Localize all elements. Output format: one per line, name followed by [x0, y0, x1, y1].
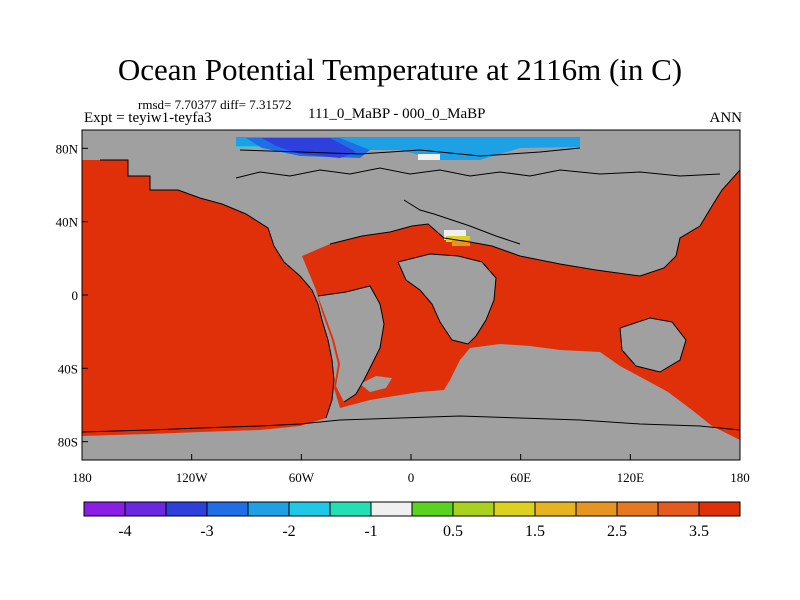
colorbar-swatch — [657, 501, 700, 517]
colorbar-swatch — [534, 501, 577, 517]
x-tick-label: 120E — [617, 470, 645, 485]
mediterranean-orange — [452, 240, 470, 246]
x-tick-label: 180 — [72, 470, 92, 485]
land-africa — [398, 254, 496, 344]
colorbar-label: -1 — [364, 523, 377, 540]
colorbar-swatch — [124, 501, 167, 517]
colorbar-swatch — [247, 501, 290, 517]
colorbar-label: 2.5 — [607, 523, 627, 540]
y-tick-label: 0 — [72, 288, 79, 303]
colorbar-swatch — [493, 501, 536, 517]
colorbar-label: -4 — [118, 523, 131, 540]
arctic-white-spot — [418, 154, 440, 160]
x-tick-label: 60E — [510, 470, 531, 485]
y-axis-ticks: 80N 40N 0 40S 80S — [56, 141, 88, 450]
colorbar-swatch — [83, 501, 126, 517]
season-label: ANN — [709, 110, 743, 126]
colorbar-swatch — [370, 501, 413, 517]
colorbar-label: 1.5 — [525, 523, 545, 540]
colorbar-label: 3.5 — [689, 523, 709, 540]
x-tick-label: 180 — [730, 470, 750, 485]
y-tick-label: 40S — [58, 361, 78, 376]
colorbar-swatch — [616, 501, 659, 517]
x-axis-ticks: 180 120W 60W 0 60E 120E 180 — [72, 454, 750, 485]
y-tick-label: 80N — [56, 141, 79, 156]
colorbar-swatch — [698, 501, 741, 517]
colorbar-swatch — [288, 501, 331, 517]
plot-title: Ocean Potential Temperature at 2116m (in… — [117, 52, 683, 87]
x-tick-label: 0 — [408, 470, 415, 485]
experiment-label: Expt = teyiw1-teyfa3 — [84, 110, 212, 126]
ocean-atlantic-southern — [302, 170, 740, 440]
ocean-pacific-east — [82, 160, 334, 436]
x-tick-label: 60W — [289, 470, 315, 485]
colorbar: -4 -3 -2 -1 0.5 1.5 2.5 3.5 — [83, 501, 741, 540]
colorbar-swatch — [206, 501, 249, 517]
colorbar-swatch — [452, 501, 495, 517]
y-tick-label: 80S — [58, 435, 78, 450]
colorbar-swatch — [575, 501, 618, 517]
colorbar-label: -3 — [200, 523, 213, 540]
land-australia — [620, 318, 686, 372]
colorbar-swatch — [165, 501, 208, 517]
mediterranean-yellow — [446, 236, 470, 242]
comparison-label: 111_0_MaBP - 000_0_MaBP — [308, 106, 486, 122]
x-tick-label: 120W — [176, 470, 209, 485]
land-antarctica-west — [360, 376, 392, 392]
colorbar-swatch — [411, 501, 454, 517]
rmsd-diff-stats: rmsd= 7.70377 diff= 7.31572 — [138, 97, 292, 112]
coastlines — [81, 147, 741, 433]
y-tick-label: 40N — [56, 215, 79, 230]
map-panel — [81, 129, 741, 461]
colorbar-swatch — [329, 501, 372, 517]
colorbar-label: 0.5 — [443, 523, 463, 540]
colorbar-label: -2 — [282, 523, 295, 540]
mediterranean-white — [444, 230, 466, 240]
